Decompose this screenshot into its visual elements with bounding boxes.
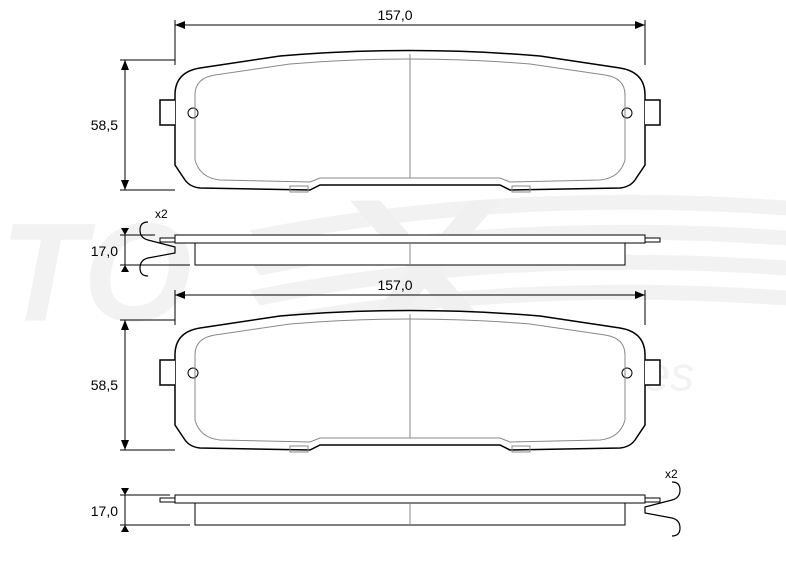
diagram-svg: 157,0 58,5 <box>0 0 786 585</box>
multiplier-text-1: x2 <box>155 207 168 221</box>
width-dim-text-top: 157,0 <box>377 7 412 23</box>
thickness-dim-text-top: 17,0 <box>91 243 118 259</box>
brake-pad-bottom-side: x2 <box>160 467 680 536</box>
brake-pad-bottom-front <box>160 311 660 453</box>
technical-diagram: TO brakes 157,0 <box>0 0 786 585</box>
height-dim-text-top: 58,5 <box>91 117 118 133</box>
height-dim-text-bottom: 58,5 <box>91 377 118 393</box>
width-dim-text-middle: 157,0 <box>377 277 412 293</box>
brake-pad-top-side: x2 <box>140 207 660 276</box>
brake-pad-top-front <box>160 51 660 193</box>
multiplier-text-2: x2 <box>665 467 678 481</box>
thickness-dim-text-bottom: 17,0 <box>91 503 118 519</box>
